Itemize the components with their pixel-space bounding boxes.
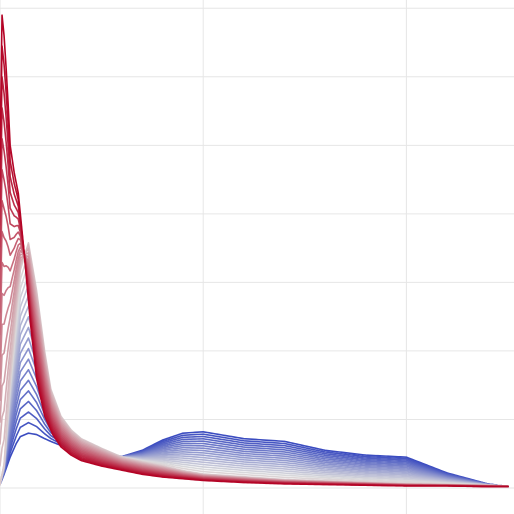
series-line-31 xyxy=(0,76,509,488)
series-line-12 xyxy=(0,305,509,487)
series-line-30 xyxy=(0,107,509,488)
series-line-32 xyxy=(0,45,509,488)
series-line-33 xyxy=(0,14,509,488)
series-group xyxy=(0,14,509,488)
series-line-8 xyxy=(0,347,509,488)
